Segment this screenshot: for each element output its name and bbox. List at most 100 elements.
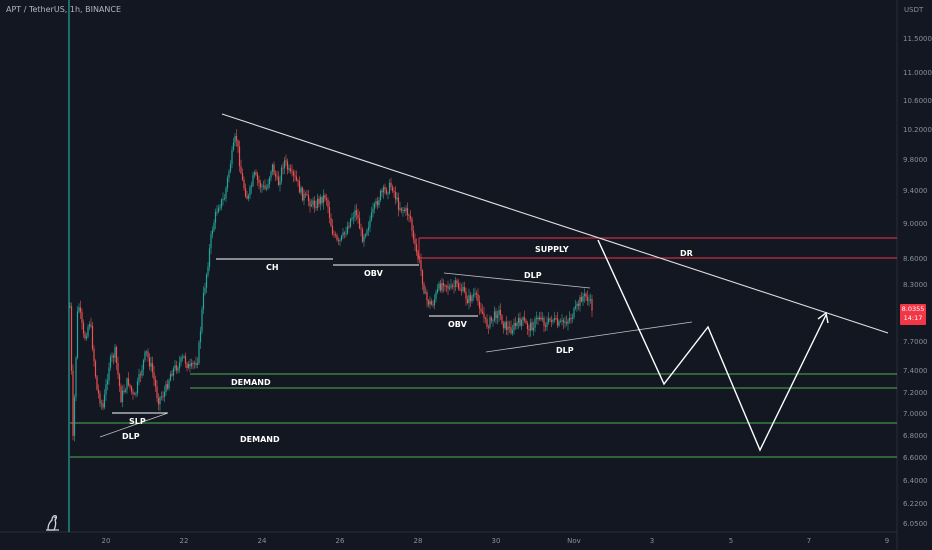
candle xyxy=(369,215,371,233)
candle xyxy=(330,213,332,228)
candle xyxy=(318,195,320,208)
annotation-labels: SLP DLP DEMAND DEMAND CH OBV OBV DLP DLP… xyxy=(122,245,693,444)
candle xyxy=(381,188,383,197)
candle xyxy=(84,330,86,341)
candle xyxy=(204,282,206,296)
candle xyxy=(579,294,581,312)
candle xyxy=(529,318,532,337)
candle xyxy=(384,183,386,195)
candle xyxy=(190,358,193,369)
candle xyxy=(219,204,221,211)
candle xyxy=(436,284,439,295)
time-tick-label: 7 xyxy=(807,537,811,545)
candle xyxy=(231,146,233,168)
candle xyxy=(147,348,149,362)
candle xyxy=(307,189,310,207)
candle xyxy=(519,312,521,328)
candle xyxy=(252,171,254,188)
candle xyxy=(160,391,163,401)
candle xyxy=(339,238,341,246)
candle xyxy=(489,315,491,330)
candle xyxy=(492,319,494,327)
candle xyxy=(129,383,131,390)
price-tick-label: 6.0500 xyxy=(903,520,928,528)
candle xyxy=(501,314,503,325)
candle xyxy=(216,205,218,216)
candle xyxy=(177,366,179,374)
label-demand-2: DEMAND xyxy=(240,435,280,444)
candle xyxy=(460,283,463,296)
candle xyxy=(471,293,473,304)
candle xyxy=(403,207,406,213)
candle xyxy=(108,362,110,385)
candle xyxy=(298,176,301,194)
candle xyxy=(141,364,143,379)
candle xyxy=(535,311,538,325)
candle xyxy=(510,320,512,335)
candle xyxy=(433,294,436,310)
tradingview-logo-icon[interactable] xyxy=(42,510,66,534)
candle xyxy=(256,171,259,186)
candle xyxy=(334,231,337,238)
candle xyxy=(135,391,137,398)
candle xyxy=(199,326,202,349)
candle xyxy=(78,303,80,314)
candle xyxy=(124,387,127,394)
candle xyxy=(387,191,389,200)
candle xyxy=(409,210,412,223)
candle xyxy=(285,154,287,167)
candle xyxy=(163,385,166,403)
candle xyxy=(430,298,433,306)
time-tick-label: 3 xyxy=(650,537,654,545)
candle xyxy=(123,384,125,395)
label-dlp-left: DLP xyxy=(122,432,140,441)
candle xyxy=(376,196,379,210)
candle xyxy=(258,175,260,190)
candle xyxy=(283,157,286,174)
candle xyxy=(195,356,197,369)
candle xyxy=(130,385,133,395)
candle xyxy=(411,216,413,237)
candle xyxy=(165,381,167,396)
price-tick-label: 6.2200 xyxy=(903,500,928,508)
candle xyxy=(313,196,316,213)
candle xyxy=(183,355,185,359)
candle xyxy=(301,186,304,202)
candle xyxy=(93,345,95,367)
candle xyxy=(162,390,164,401)
candle xyxy=(447,280,449,295)
candle xyxy=(172,366,175,381)
candle xyxy=(213,219,215,232)
candle xyxy=(184,352,187,368)
candle xyxy=(303,189,305,206)
candle xyxy=(279,175,281,192)
candle xyxy=(406,202,409,221)
candle xyxy=(370,206,373,222)
candle xyxy=(550,315,553,328)
candle xyxy=(106,373,109,391)
candle xyxy=(514,316,517,330)
candle xyxy=(111,352,113,363)
time-tick-label: 20 xyxy=(102,537,111,545)
candle xyxy=(540,311,542,322)
candle xyxy=(324,193,326,202)
candle xyxy=(340,234,343,242)
candle xyxy=(511,324,514,336)
candle xyxy=(97,384,100,399)
candle xyxy=(87,324,89,339)
candle xyxy=(315,200,317,211)
candle xyxy=(568,311,571,324)
candle xyxy=(268,176,271,189)
candle xyxy=(574,299,577,311)
candle xyxy=(576,301,578,312)
candle xyxy=(220,198,223,211)
candle xyxy=(280,164,283,185)
label-obv-2: OBV xyxy=(448,320,468,329)
candle xyxy=(156,380,158,403)
candle xyxy=(583,288,586,303)
candle xyxy=(145,350,148,357)
candle xyxy=(91,322,94,352)
candle xyxy=(342,228,344,239)
candle xyxy=(267,179,269,191)
